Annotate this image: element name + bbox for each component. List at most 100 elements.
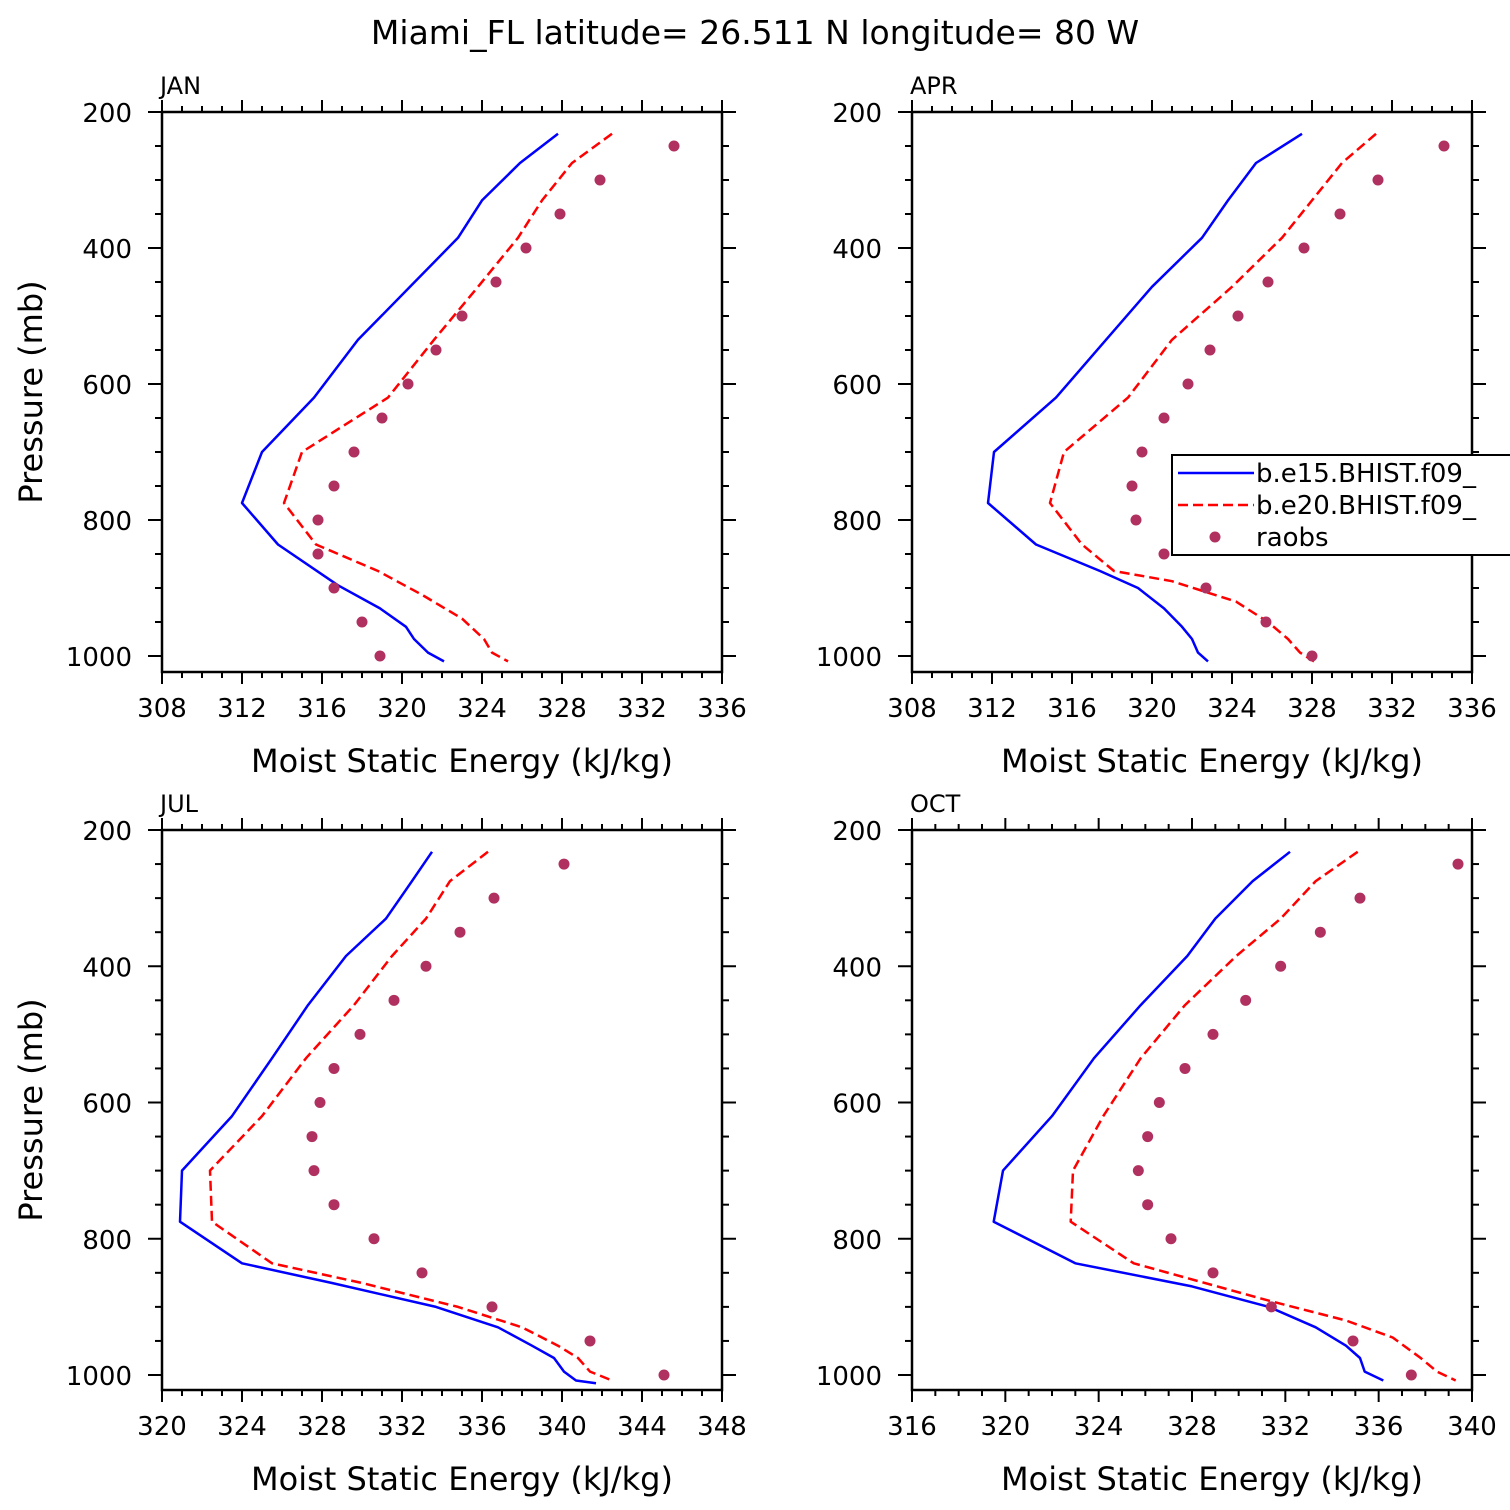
x-tick-label: 328 [1167, 1412, 1217, 1442]
raobs-point [1265, 1301, 1277, 1313]
raobs-point [328, 1199, 340, 1211]
y-tick-label: 800 [832, 1226, 882, 1256]
raobs-point [1132, 1165, 1144, 1177]
x-tick-label: 328 [297, 1412, 347, 1442]
raobs-point [488, 892, 500, 904]
raobs-point [328, 582, 340, 594]
raobs-point [584, 1335, 596, 1347]
x-tick-label: 316 [1047, 694, 1097, 724]
raobs-point [348, 446, 360, 458]
legend-marker-raobs [1209, 531, 1221, 543]
panel-apr: APR 308 312 316 320 324 328 332 336 200 400 600 800 1… [816, 72, 1497, 780]
x-tick-label: 320 [377, 694, 427, 724]
x-tick-label: 308 [887, 694, 937, 724]
y-tick-label: 400 [82, 235, 132, 265]
series-e20-line [282, 132, 613, 663]
y-tick-label: 1000 [816, 643, 882, 673]
raobs-point [1200, 582, 1212, 594]
x-tick-label: 316 [297, 694, 347, 724]
raobs-point [1314, 926, 1326, 938]
y-tick-label: 600 [82, 371, 132, 401]
raobs-point [1126, 480, 1138, 492]
series-e20-line [208, 850, 613, 1382]
raobs-point [1158, 548, 1170, 560]
raobs-point [376, 412, 388, 424]
raobs-point [308, 1165, 320, 1177]
x-tick-label: 324 [1074, 1412, 1124, 1442]
y-tick-label: 800 [832, 507, 882, 537]
x-tick-label: 332 [1261, 1412, 1311, 1442]
raobs-point [420, 960, 432, 972]
raobs-point [1153, 1097, 1165, 1108]
raobs-point [454, 926, 466, 938]
series-e20-line [1048, 132, 1377, 663]
series-e15-line [986, 132, 1303, 663]
x-tick-label: 336 [1354, 1412, 1404, 1442]
raobs-point [1405, 1369, 1417, 1381]
raobs-point [416, 1267, 428, 1279]
x-tick-label: 332 [377, 1412, 427, 1442]
x-tick-label: 324 [217, 1412, 267, 1442]
raobs-point [430, 344, 442, 356]
y-tick-label: 600 [82, 1090, 132, 1120]
raobs-point [328, 480, 340, 492]
x-tick-label: 344 [617, 1412, 667, 1442]
raobs-point [558, 858, 570, 870]
raobs-point [1240, 994, 1252, 1006]
panels-group: JAN 308 312 316 320 324 328 332 336 200 400 600 800 1… [12, 72, 1497, 1498]
x-tick-label: 328 [1287, 694, 1337, 724]
x-tick-label: 312 [217, 694, 267, 724]
y-tick-label: 200 [832, 817, 882, 847]
y-tick-label: 1000 [66, 643, 132, 673]
raobs-point [1334, 208, 1346, 220]
x-tick-label: 320 [137, 1412, 187, 1442]
y-tick-label: 800 [82, 1226, 132, 1256]
raobs-point [486, 1301, 498, 1313]
x-axis-title: Moist Static Energy (kJ/kg) [1001, 742, 1423, 780]
raobs-point [354, 1028, 366, 1040]
raobs-point [356, 616, 368, 628]
raobs-point [1142, 1131, 1154, 1143]
series-raobs-markers [1126, 140, 1450, 662]
raobs-point [1354, 892, 1366, 904]
raobs-point [456, 310, 468, 322]
x-axis-title: Moist Static Energy (kJ/kg) [1001, 1460, 1423, 1498]
raobs-point [1275, 960, 1287, 972]
raobs-point [402, 378, 414, 390]
raobs-point [1232, 310, 1244, 322]
raobs-point [388, 994, 400, 1006]
x-tick-label: 328 [537, 694, 587, 724]
series-raobs-markers [312, 140, 680, 662]
raobs-point [594, 174, 606, 186]
y-tick-label: 400 [832, 235, 882, 265]
raobs-point [1207, 1267, 1219, 1279]
raobs-point [312, 514, 324, 526]
legend-label: b.e20.BHIST.f09_ [1256, 491, 1477, 521]
series-e15-line [240, 132, 559, 663]
legend-label: raobs [1256, 523, 1329, 553]
panel-jan: JAN 308 312 316 320 324 328 332 336 200 400 600 800 1… [12, 72, 747, 780]
raobs-point [312, 548, 324, 560]
y-tick-label: 200 [832, 99, 882, 129]
x-tick-label: 336 [457, 1412, 507, 1442]
y-tick-label: 200 [82, 817, 132, 847]
panel-label: APR [910, 72, 958, 100]
raobs-point [1347, 1335, 1359, 1347]
x-tick-label: 336 [697, 694, 747, 724]
x-axis-title: Moist Static Energy (kJ/kg) [251, 1460, 673, 1498]
raobs-point [1182, 378, 1194, 390]
raobs-point [1142, 1199, 1154, 1211]
raobs-point [1306, 650, 1318, 662]
x-tick-label: 320 [1127, 694, 1177, 724]
raobs-point [668, 140, 680, 152]
x-tick-label: 312 [967, 694, 1017, 724]
y-tick-label: 800 [82, 507, 132, 537]
raobs-point [1179, 1062, 1191, 1074]
panel-label: JAN [158, 72, 201, 100]
raobs-point [1204, 344, 1216, 356]
series-e20-line [1069, 850, 1457, 1382]
raobs-point [1262, 276, 1274, 288]
raobs-point [314, 1097, 326, 1108]
